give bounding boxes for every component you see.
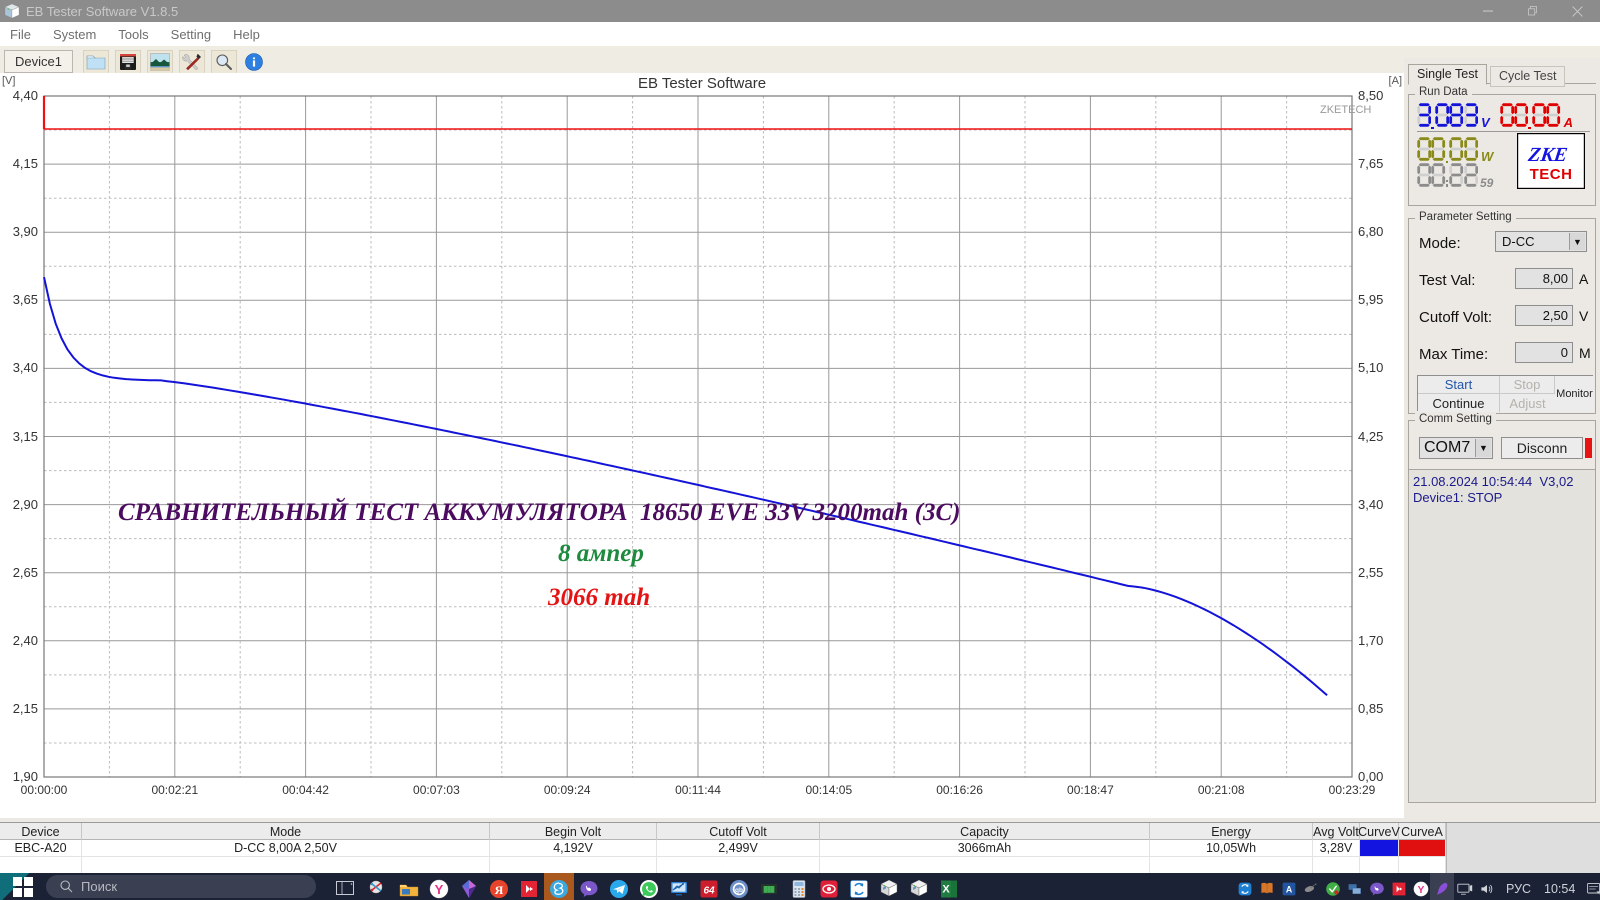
svg-text:A: A <box>1286 885 1293 895</box>
svg-text:TECH: TECH <box>1530 166 1573 183</box>
svg-text:ZKE: ZKE <box>1526 144 1569 166</box>
svg-text:Y: Y <box>1418 885 1425 896</box>
svg-text:qb: qb <box>735 887 743 894</box>
svg-text:ZKETECH: ZKETECH <box>1320 104 1371 116</box>
svg-text:X: X <box>942 884 950 896</box>
svg-text:64: 64 <box>703 886 715 897</box>
svg-text:███: ███ <box>764 886 775 893</box>
svg-text:Y: Y <box>435 882 444 897</box>
svg-text:Я: Я <box>495 883 504 897</box>
